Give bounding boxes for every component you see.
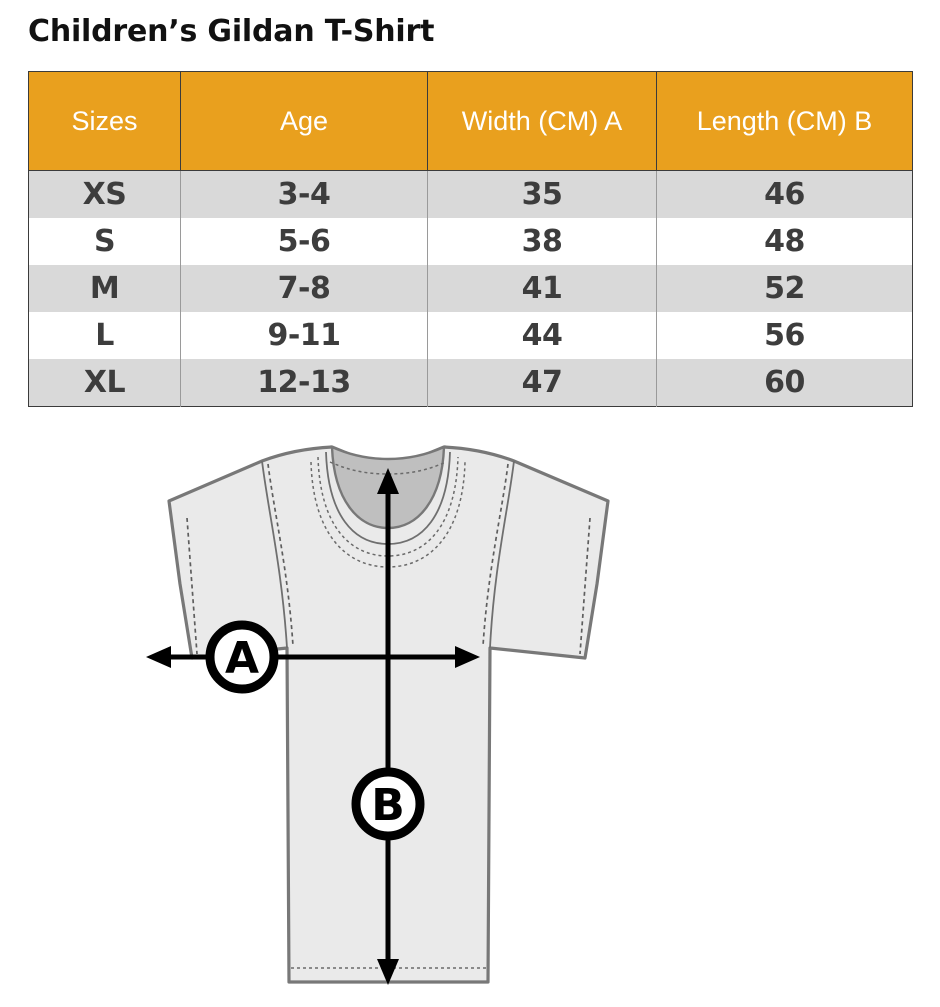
table-header-row: Sizes Age Width (CM) A Length (CM) B xyxy=(28,71,913,171)
measurement-marker-a: A xyxy=(205,620,279,694)
cell-length: 52 xyxy=(656,265,913,312)
cell-age: 3-4 xyxy=(180,170,428,218)
table-row: S 5-6 38 48 xyxy=(28,218,913,265)
cell-size: L xyxy=(28,312,181,359)
arrowhead-top xyxy=(377,468,399,494)
right-armhole-seam xyxy=(489,460,515,649)
cell-age: 9-11 xyxy=(180,312,428,359)
cell-length: 48 xyxy=(656,218,913,265)
cell-size: XL xyxy=(28,359,181,407)
marker-a-label: A xyxy=(225,633,259,684)
cell-width: 38 xyxy=(427,218,657,265)
tshirt-measurement-diagram: A B xyxy=(0,440,940,1007)
column-header-sizes: Sizes xyxy=(28,71,181,171)
table-body: XS 3-4 35 46 S 5-6 38 48 M 7-8 41 52 L 9… xyxy=(28,170,913,407)
left-armhole-seam xyxy=(261,460,288,649)
measurement-marker-b: B xyxy=(351,767,425,841)
cell-size: S xyxy=(28,218,181,265)
cell-width: 35 xyxy=(427,170,657,218)
length-dimension-arrow xyxy=(377,468,399,985)
table-row: L 9-11 44 56 xyxy=(28,312,913,359)
cell-length: 60 xyxy=(656,359,913,407)
left-sleeve-hem-stitch xyxy=(186,517,198,655)
right-armhole-stitch xyxy=(482,463,509,647)
table-row: XS 3-4 35 46 xyxy=(28,170,913,218)
table-row: M 7-8 41 52 xyxy=(28,265,913,312)
cell-width: 41 xyxy=(427,265,657,312)
marker-b-label: B xyxy=(371,780,405,831)
size-chart-table: Sizes Age Width (CM) A Length (CM) B XS … xyxy=(28,71,913,407)
arrowhead-bottom xyxy=(377,959,399,985)
column-header-length: Length (CM) B xyxy=(656,71,913,171)
cell-length: 46 xyxy=(656,170,913,218)
arrowhead-right xyxy=(455,646,480,668)
cell-age: 5-6 xyxy=(180,218,428,265)
cell-size: M xyxy=(28,265,181,312)
cell-length: 56 xyxy=(656,312,913,359)
cell-age: 12-13 xyxy=(180,359,428,407)
cell-age: 7-8 xyxy=(180,265,428,312)
table-header: Sizes Age Width (CM) A Length (CM) B xyxy=(28,71,913,171)
column-header-age: Age xyxy=(180,71,428,171)
arrowhead-left xyxy=(146,646,171,668)
cell-size: XS xyxy=(28,170,181,218)
cell-width: 44 xyxy=(427,312,657,359)
right-sleeve-hem-stitch xyxy=(579,517,591,655)
column-header-width: Width (CM) A xyxy=(427,71,657,171)
cell-width: 47 xyxy=(427,359,657,407)
page-title: Children’s Gildan T-Shirt xyxy=(28,14,435,49)
left-armhole-stitch xyxy=(267,463,294,647)
table-row: XL 12-13 47 60 xyxy=(28,359,913,407)
